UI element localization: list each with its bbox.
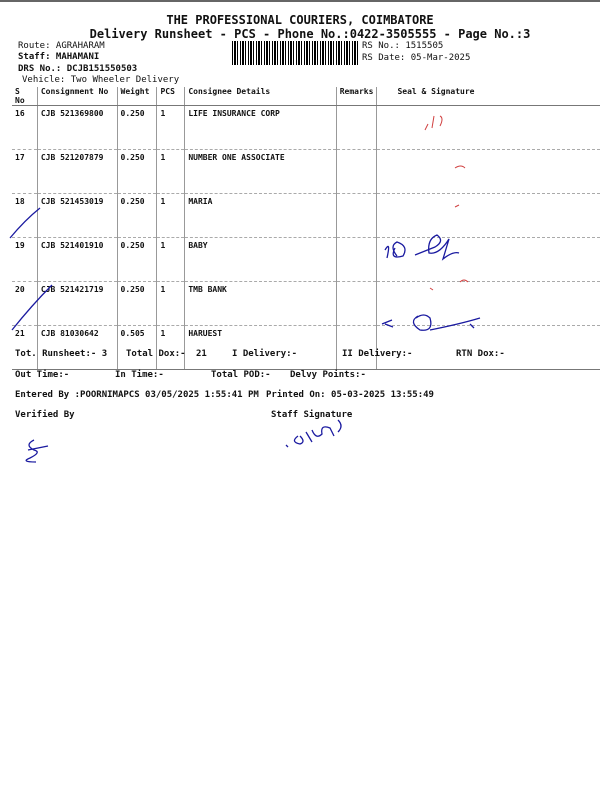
cell-remarks [335, 281, 377, 326]
cell-sno: 20 [12, 281, 38, 326]
table-row: 21 CJB 81030642 0.505 1 HARUEST [12, 325, 600, 370]
cell-cn: CJB 521453019 [36, 193, 118, 238]
cell-consignee: HARUEST [184, 325, 337, 370]
col-sno: S No [12, 87, 38, 106]
staff-signature [285, 419, 342, 448]
cell-consignee: MARIA [184, 193, 337, 238]
col-remarks: Remarks [335, 87, 377, 106]
cell-cn: CJB 81030642 [36, 325, 118, 370]
cell-signature [376, 149, 600, 194]
cell-signature [376, 193, 600, 238]
cell-remarks [335, 325, 377, 370]
col-consignee: Consignee Details [184, 87, 337, 106]
cell-weight: 0.250 [116, 281, 157, 326]
cell-sno: 18 [12, 193, 38, 238]
cell-consignee: NUMBER ONE ASSOCIATE [184, 149, 337, 194]
staff: Staff: MAHAMANI [18, 52, 100, 62]
cell-weight: 0.250 [116, 237, 157, 282]
vehicle: Vehicle: Two Wheeler Delivery [22, 75, 180, 85]
verified-signature [25, 439, 49, 463]
delvy-points: Delvy Points:- [290, 370, 366, 380]
cell-consignee: LIFE INSURANCE CORP [184, 105, 337, 150]
out-time: Out Time:- [15, 370, 70, 380]
cell-pcs: 1 [156, 325, 185, 370]
table-row: 18 CJB 521453019 0.250 1 MARIA [12, 193, 600, 238]
cell-weight: 0.250 [116, 193, 157, 238]
cell-pcs: 1 [156, 149, 185, 194]
table-row: 16 CJB 521369800 0.250 1 LIFE INSURANCE CORP [12, 105, 600, 150]
i-delivery: I Delivery:- [232, 349, 298, 359]
cell-pcs: 1 [156, 193, 185, 238]
route: Route: AGRAHARAM [18, 41, 105, 51]
tot-runsheet: Tot. Runsheet:- 3 [15, 349, 108, 359]
col-consignment: Consignment No [36, 87, 118, 106]
cell-consignee: BABY [184, 237, 337, 282]
total-dox: Total Dox:- [126, 349, 186, 359]
cell-weight: 0.250 [116, 105, 157, 150]
company-title: THE PROFESSIONAL COURIERS, COIMBATORE [166, 13, 434, 27]
table-row: 17 CJB 521207879 0.250 1 NUMBER ONE ASSOCIAT… [12, 149, 600, 194]
cell-signature [376, 325, 600, 370]
rs-no: RS No.: 1515505 [362, 41, 444, 51]
cell-weight: 0.505 [116, 325, 157, 370]
verified-by: Verified By [15, 410, 75, 420]
cell-remarks [335, 237, 377, 282]
consignment-table: S No Consignment No Weight PCS Consignee… [12, 87, 600, 370]
cell-sno: 17 [12, 149, 38, 194]
cell-signature [376, 105, 600, 150]
in-time: In Time:- [115, 370, 164, 380]
col-weight: Weight [116, 87, 157, 106]
cell-sno: 21 [12, 325, 38, 370]
rs-date: RS Date: 05-Mar-2025 [362, 53, 471, 63]
cell-cn: CJB 521207879 [36, 149, 118, 194]
table-row: 20 CJB 521421719 0.250 1 TMB BANK [12, 281, 600, 326]
staff-signature-label: Staff Signature [271, 410, 353, 420]
cell-pcs: 1 [156, 105, 185, 150]
cell-cn: CJB 521401910 [36, 237, 118, 282]
rtn-dox: RTN Dox:- [456, 349, 505, 359]
cell-sno: 19 [12, 237, 38, 282]
cell-remarks [335, 193, 377, 238]
top-border [0, 0, 600, 2]
drs-no: DRS No.: DCJB151550503 [18, 64, 138, 74]
cell-weight: 0.250 [116, 149, 157, 194]
total-dox-value: 21 [196, 349, 207, 359]
col-signature: Seal & Signature [376, 87, 600, 106]
cell-cn: CJB 521369800 [36, 105, 118, 150]
cell-signature [376, 281, 600, 326]
cell-sno: 16 [12, 105, 38, 150]
cell-pcs: 1 [156, 281, 185, 326]
table-row: 19 CJB 521401910 0.250 1 BABY [12, 237, 600, 282]
cell-remarks [335, 105, 377, 150]
printed-on: Printed On: 05-03-2025 13:55:49 [266, 390, 434, 400]
col-pcs: PCS [156, 87, 185, 106]
cell-consignee: TMB BANK [184, 281, 337, 326]
barcode [232, 41, 358, 65]
cell-cn: CJB 521421719 [36, 281, 118, 326]
cell-remarks [335, 149, 377, 194]
entered-by: Entered By :POORNIMAPCS 03/05/2025 1:55:… [15, 390, 259, 400]
cell-signature [376, 237, 600, 282]
total-pod: Total POD:- [211, 370, 271, 380]
runsheet-subtitle: Delivery Runsheet - PCS - Phone No.:0422… [89, 27, 531, 41]
cell-pcs: 1 [156, 237, 185, 282]
ii-delivery: II Delivery:- [342, 349, 413, 359]
